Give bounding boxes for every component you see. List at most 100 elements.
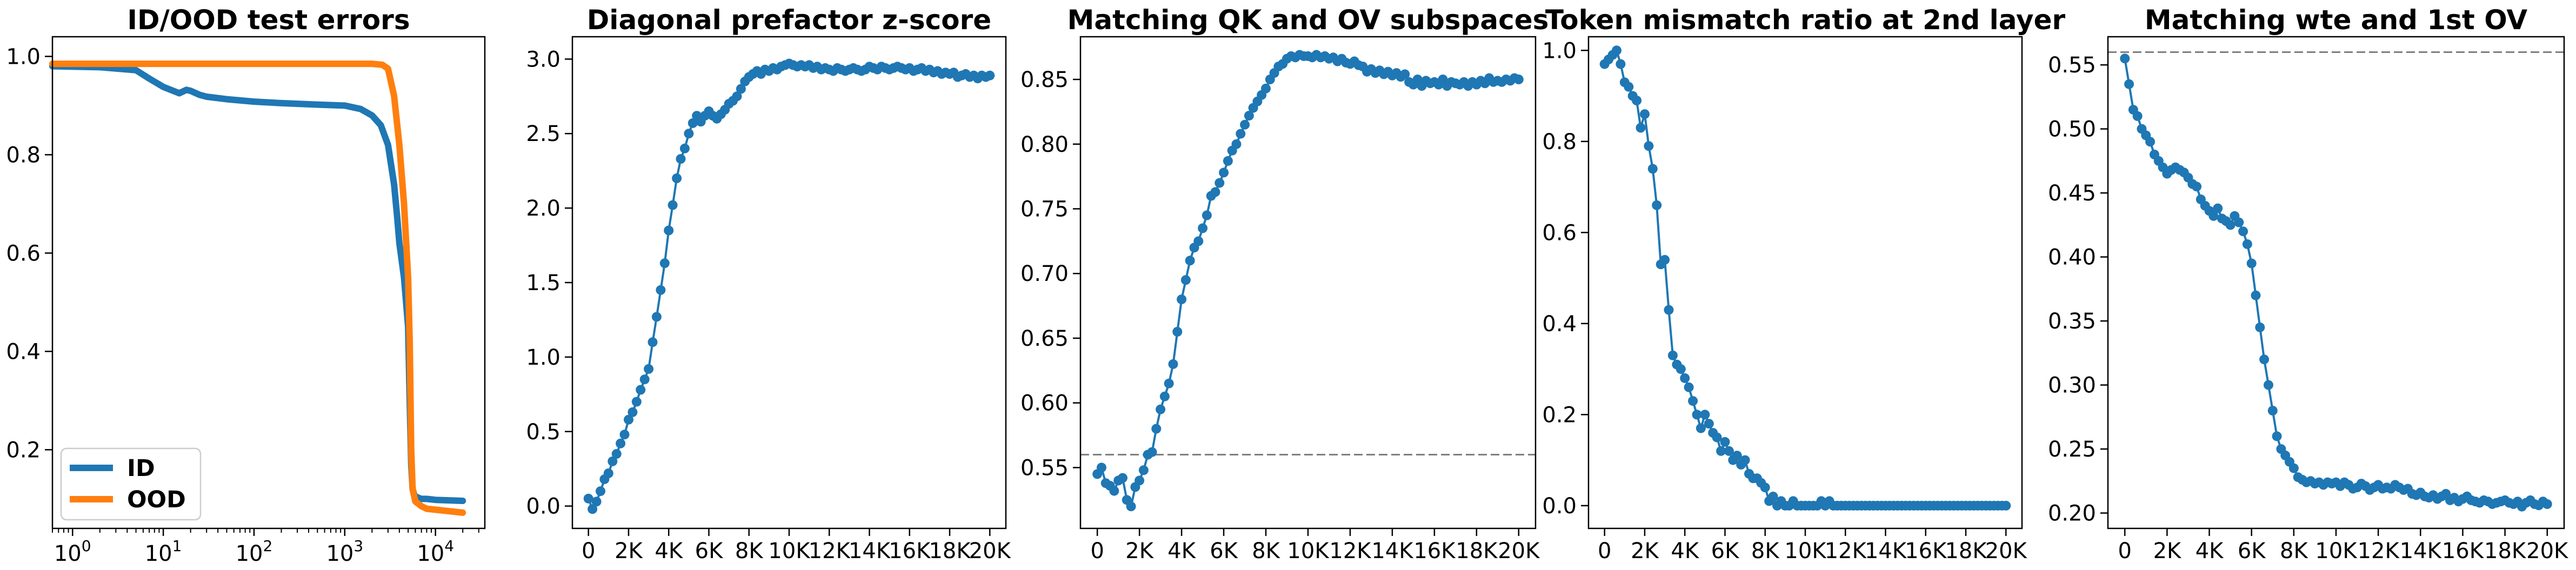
data-point — [2238, 226, 2248, 237]
y-tick-label: 0.70 — [1020, 261, 1069, 286]
x-tick-label: 16K — [889, 539, 931, 564]
data-point — [985, 70, 995, 81]
subplot-title: Diagonal prefactor z-score — [587, 4, 991, 36]
data-point — [1700, 410, 1710, 420]
data-point — [611, 449, 622, 459]
x-tick-label: 16K — [2442, 539, 2485, 564]
x-tick-base: 10 — [145, 541, 172, 566]
data-point — [591, 497, 602, 507]
x-tick-exponent: 1 — [172, 537, 182, 555]
data-point — [2255, 322, 2265, 332]
data-point — [2272, 431, 2282, 441]
data-point — [1261, 83, 1271, 93]
data-point — [631, 397, 642, 407]
data-point — [679, 143, 690, 153]
data-point — [1177, 294, 1187, 305]
x-tick-exponent: 3 — [353, 537, 363, 555]
data-point — [636, 385, 646, 395]
data-point — [1214, 178, 1225, 188]
x-tick-base: 10 — [236, 541, 263, 566]
data-point — [1640, 109, 1650, 119]
data-point — [2001, 500, 2011, 511]
y-tick-label: 3.0 — [526, 47, 560, 72]
axes-frame — [571, 36, 1007, 529]
data-point — [1616, 59, 1626, 69]
data-point — [1667, 350, 1678, 360]
x-tick-label: 8K — [2280, 539, 2308, 564]
data-point — [2213, 203, 2223, 213]
data-point — [2264, 380, 2273, 390]
x-tick-label: 8K — [1252, 539, 1280, 564]
data-point — [1202, 210, 1212, 220]
data-point — [1688, 396, 1698, 406]
x-tick-label: 6K — [2238, 539, 2266, 564]
data-point — [1185, 256, 1195, 266]
x-tick-label: 8K — [1751, 539, 1780, 564]
series-line — [2124, 57, 2548, 508]
data-point — [1692, 410, 1702, 420]
x-tick-label: 6K — [1210, 539, 1238, 564]
y-tick-label: 0.35 — [2048, 309, 2096, 334]
x-tick-label: 20K — [1985, 539, 2028, 564]
y-tick-label: 0.0 — [1542, 494, 1577, 519]
data-point — [2124, 79, 2134, 89]
series-ood — [49, 61, 466, 516]
data-point — [588, 504, 598, 514]
y-tick-label: 0.4 — [6, 339, 41, 364]
y-tick-label: 0.2 — [6, 438, 41, 462]
series-line — [49, 61, 466, 516]
x-tick-label: 6K — [695, 539, 724, 564]
data-point — [2192, 182, 2202, 192]
data-point — [2234, 217, 2244, 227]
y-tick-label: 0.55 — [2048, 53, 2096, 78]
data-point — [1240, 119, 1250, 130]
data-point — [1684, 382, 1694, 392]
x-tick-label: 0 — [1090, 539, 1104, 564]
y-tick-label: 0.5 — [526, 420, 560, 445]
data-point — [1636, 123, 1646, 133]
legend: ID OOD — [60, 447, 202, 521]
x-tick-label: 0 — [1598, 539, 1611, 564]
y-tick-label: 0.0 — [526, 494, 560, 519]
x-tick-label: 18K — [2484, 539, 2527, 564]
x-tick-label: 20K — [969, 539, 1012, 564]
data-point — [1732, 451, 1742, 461]
series-line — [49, 63, 466, 504]
data-point — [1704, 419, 1714, 429]
data-point — [659, 258, 670, 269]
subplot-4: Token mismatch ratio at 2nd layer 0 2K 4K 6K… — [1542, 4, 2065, 564]
y-tick-label: 0.6 — [6, 241, 41, 266]
data-point — [648, 337, 658, 347]
x-tick-label: 6K — [1711, 539, 1740, 564]
y-tick-label: 0.30 — [2048, 373, 2096, 398]
data-point — [688, 118, 698, 128]
axes-frame — [1587, 36, 2023, 529]
data-point — [1624, 82, 1634, 92]
x-tick-label: 4K — [2195, 539, 2224, 564]
data-point — [2120, 53, 2130, 64]
series-line — [1603, 49, 2007, 507]
series-line — [587, 62, 991, 511]
subplot-2: Diagonal prefactor z-score 0 2K 4K 6K 8K 10K12… — [526, 4, 1011, 564]
data-point — [2132, 111, 2143, 121]
data-point — [2225, 220, 2235, 230]
series-id — [49, 63, 466, 504]
y-tick-label: 0.20 — [2048, 501, 2096, 526]
x-tick-label: 14K — [1865, 539, 1907, 564]
data-point — [616, 438, 626, 448]
x-tick-label: 10K — [2315, 539, 2358, 564]
data-point — [1647, 164, 1658, 174]
x-tick-exponent: 2 — [263, 537, 272, 555]
series-1 — [1092, 50, 1524, 512]
y-tick-label: 0.45 — [2048, 181, 2096, 206]
data-point — [1198, 223, 1208, 233]
x-tick-label: 0 — [582, 539, 595, 564]
x-tick-label: 10K — [768, 539, 811, 564]
data-point — [684, 129, 694, 139]
data-point — [1644, 141, 1654, 151]
x-tick-label: 16K — [1905, 539, 1947, 564]
y-tick-label: 0.6 — [1542, 220, 1577, 245]
y-tick-label: 1.0 — [1542, 38, 1577, 63]
subplot-title: ID/OOD test errors — [127, 4, 410, 36]
data-point — [1696, 423, 1706, 433]
